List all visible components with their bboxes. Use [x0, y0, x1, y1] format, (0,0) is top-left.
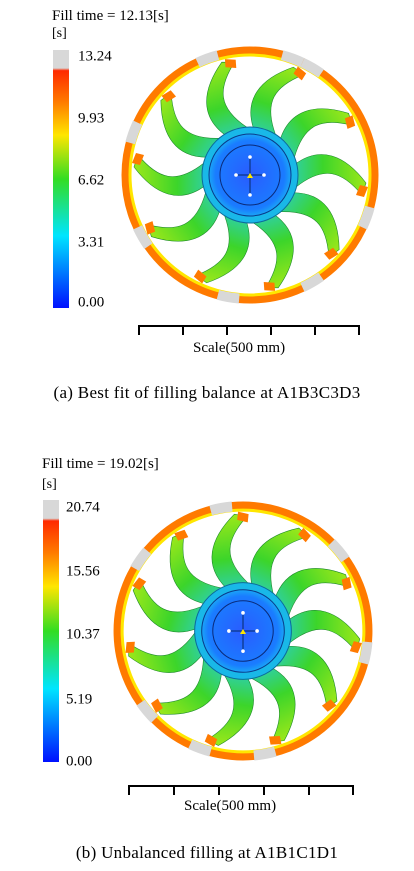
figure-panel-b: Fill time = 19.02[s] [s] 20.74 15.56 10.… — [0, 450, 414, 871]
colorbar-tick: 9.93 — [78, 110, 105, 127]
blade — [252, 213, 294, 291]
blade — [250, 666, 296, 745]
colorbar-unit: [s] — [42, 477, 57, 492]
blade — [169, 529, 223, 605]
gate-marker — [247, 173, 253, 178]
blade — [287, 610, 362, 654]
scale-bar — [138, 325, 360, 339]
ring-max-segment — [327, 539, 350, 563]
blade — [193, 214, 250, 284]
colorbar-unit: [s] — [52, 26, 67, 41]
ring-max-segment — [188, 739, 213, 757]
blade — [144, 191, 221, 242]
colorbar-tick: 6.62 — [78, 172, 105, 189]
colorbar-tick-min: 0.00 — [78, 294, 105, 311]
colorbar-tick: 5.19 — [66, 691, 93, 708]
blade — [132, 577, 203, 633]
ring-max-segment — [195, 50, 220, 68]
blade — [293, 154, 368, 197]
blade — [279, 192, 340, 260]
ring-max-segment — [136, 699, 159, 723]
outer-ring — [113, 501, 373, 761]
scale-label: Scale(500 mm) — [193, 340, 286, 356]
figure-caption: (b) Unbalanced filling at A1B1C1D1 — [75, 843, 339, 862]
colorbar-tick: 10.37 — [66, 626, 100, 643]
colorbar-tick: 3.31 — [78, 234, 105, 251]
ring-max-segment — [300, 58, 324, 78]
ring-max-segment — [280, 50, 305, 68]
ring-max-segment — [357, 205, 375, 230]
figure-caption: (a) Best fit of filling balance at A1B3C… — [53, 383, 361, 402]
blade — [279, 108, 356, 159]
blade — [250, 66, 307, 136]
ring-max-segment — [125, 120, 143, 145]
fill-time-label: Fill time = 12.13[s] — [52, 8, 169, 24]
colorbar-tick-max: 20.74 — [66, 499, 100, 516]
ring-max-segment — [216, 289, 240, 304]
blade — [206, 59, 248, 137]
gate-marker — [239, 628, 247, 635]
blade — [274, 646, 338, 712]
blade — [125, 631, 204, 673]
blade — [132, 153, 207, 196]
ring-max-segment — [130, 547, 152, 572]
blade — [274, 568, 352, 617]
colorbar-tick-max: 13.24 — [78, 48, 112, 65]
outer-ring — [121, 46, 379, 304]
blade — [151, 657, 222, 715]
blade — [211, 511, 249, 589]
colorbar — [53, 50, 69, 308]
ring-max-segment — [300, 272, 324, 292]
blade — [250, 527, 311, 595]
ring-max-segment — [209, 501, 233, 516]
colorbar — [43, 500, 59, 762]
ring-max-segment — [358, 641, 373, 665]
figure-panel-a: Fill time = 12.13[s] [s] 13.24 9.93 6.62… — [0, 0, 414, 410]
colorbar-tick: 15.56 — [66, 563, 100, 580]
impeller-fill-plot — [113, 501, 373, 761]
blade — [204, 674, 254, 747]
scale-label: Scale(500 mm) — [184, 798, 277, 814]
colorbar-tick-min: 0.00 — [66, 753, 93, 770]
ring-max-segment — [133, 225, 153, 249]
scale-bar — [128, 785, 354, 799]
impeller-fill-plot — [121, 46, 379, 304]
blade — [160, 90, 221, 158]
ring-max-segment — [253, 746, 277, 761]
fill-time-label: Fill time = 19.02[s] — [42, 456, 159, 472]
